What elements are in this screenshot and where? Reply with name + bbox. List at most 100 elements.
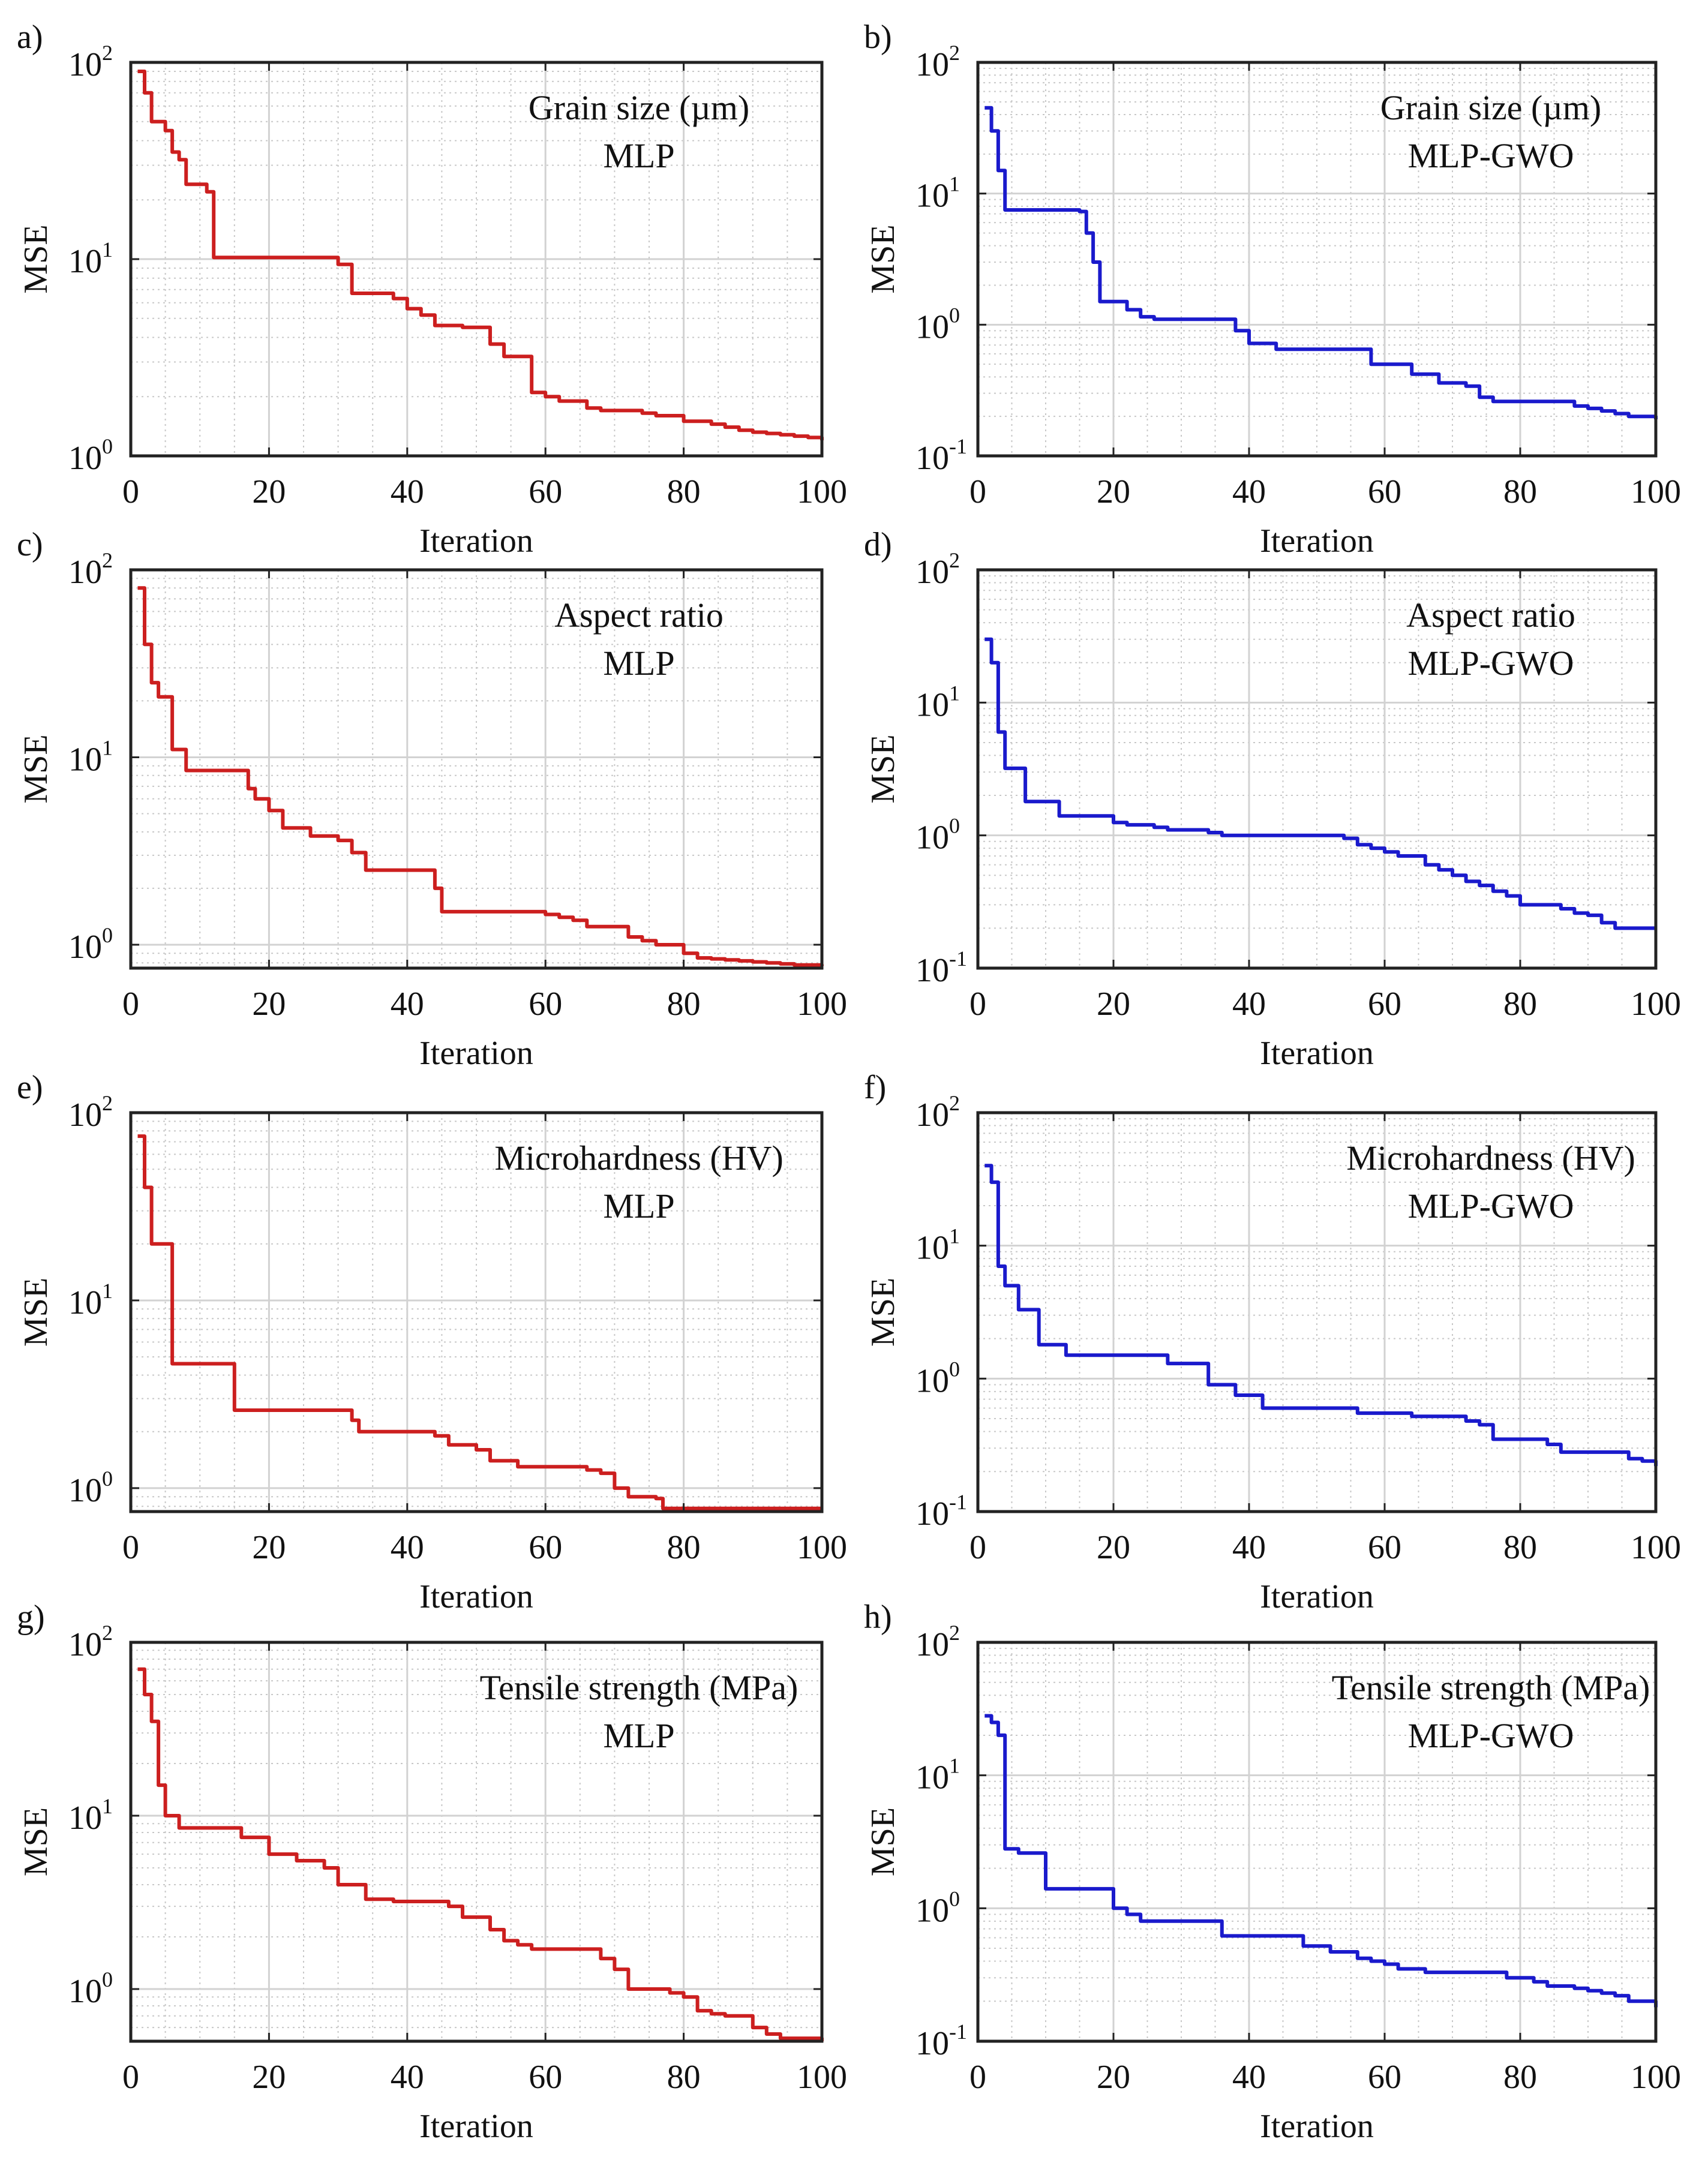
y-axis-title: MSE [864,1278,902,1347]
y-axis-title: MSE [17,1807,55,1876]
panel-label: c) [17,526,43,563]
chart-panel-g: 0 20 40 60 80 100 100 101 102 Iteration MSE g) Tensi… [17,1599,847,2145]
plot-frame [129,568,824,970]
annotation-model: MLP [603,644,674,683]
y-tick-label: 102 [915,1091,960,1134]
y-tick-label: 10-1 [915,1490,967,1533]
x-tick-label: 100 [1631,986,1681,1023]
plot-frame [129,1111,824,1513]
chart-panel-h: 0 20 40 60 80 100 10-1 100 101 102 Iteration MSE h) T… [864,1599,1681,2145]
y-tick-label: 100 [915,814,960,857]
x-tick-label: 20 [1097,473,1130,510]
y-tick-label: 101 [915,681,960,723]
x-tick-label: 100 [1631,1529,1681,1566]
chart-panel-e: 0 20 40 60 80 100 100 101 102 Iteration MSE e) Micro… [17,1069,847,1615]
plot-frame [976,1111,1658,1513]
x-tick-label: 80 [1503,1529,1537,1566]
y-axis-title: MSE [17,1278,55,1347]
x-tick-label: 80 [667,2059,701,2096]
x-tick-label: 80 [667,473,701,510]
annotation-title: Aspect ratio [1406,596,1575,635]
y-axis-title: MSE [864,1807,902,1876]
x-tick-label: 100 [1631,2059,1681,2096]
annotation-model: MLP-GWO [1407,1186,1574,1225]
x-tick-label: 40 [1232,986,1266,1023]
x-tick-label: 40 [391,2059,424,2096]
series-line-mlp-gwo [984,1164,1658,1467]
series-line-mlp [137,70,824,440]
y-tick-label: 101 [68,238,113,280]
x-tick-label: 40 [1232,1529,1266,1566]
annotation-model: MLP [603,1716,674,1755]
y-tick-label: 102 [915,1621,960,1663]
x-tick-label: 60 [1368,2059,1401,2096]
x-tick-label: 0 [969,1529,986,1566]
y-tick-label: 10-1 [915,434,967,477]
series-line-mlp-gwo [984,106,1658,419]
x-tick-label: 40 [391,986,424,1023]
y-tick-label: 102 [915,548,960,591]
y-tick-label: 10-1 [915,947,967,989]
x-tick-label: 0 [122,473,139,510]
y-tick-label: 102 [68,41,113,83]
panel-label: d) [864,526,892,563]
series-line-mlp [137,586,824,967]
x-tick-label: 100 [797,986,847,1023]
annotation-title: Aspect ratio [554,596,724,635]
x-tick-label: 20 [252,2059,286,2096]
x-tick-label: 100 [797,2059,847,2096]
y-tick-label: 100 [915,1357,960,1399]
x-tick-label: 40 [391,473,424,510]
y-axis-title: MSE [864,734,902,803]
x-tick-label: 80 [1503,986,1537,1023]
x-tick-label: 20 [1097,1529,1130,1566]
panel-label: a) [17,19,43,56]
annotation-model: MLP-GWO [1407,136,1574,175]
chart-panel-b: 0 20 40 60 80 100 10-1 100 101 102 Iteration MSE b) G… [864,19,1681,560]
x-tick-label: 60 [1368,473,1401,510]
x-tick-label: 0 [122,986,139,1023]
plot-frame [976,568,1658,970]
annotation-title: Grain size (µm) [1380,88,1601,127]
y-tick-label: 100 [68,434,113,477]
x-tick-label: 100 [797,473,847,510]
x-axis-title: Iteration [1260,1035,1374,1072]
y-tick-label: 100 [68,1967,113,2010]
chart-panel-a: 0 20 40 60 80 100 100 101 102 Iteration MSE a) Grain… [17,19,847,560]
y-tick-label: 101 [915,172,960,215]
x-tick-label: 20 [252,986,286,1023]
series-line-mlp-gwo [984,637,1656,930]
y-axis-title: MSE [17,734,55,803]
x-tick-label: 0 [122,2059,139,2096]
x-tick-label: 20 [1097,2059,1130,2096]
x-tick-label: 60 [529,1529,562,1566]
y-tick-label: 100 [68,1467,113,1509]
x-tick-label: 100 [1631,473,1681,510]
plot-frame [129,1641,824,2043]
y-tick-label: 100 [915,303,960,346]
x-axis-title: Iteration [419,1035,533,1072]
annotation-title: Tensile strength (MPa) [480,1668,799,1707]
panel-label: b) [864,19,892,56]
series-line-mlp-gwo [984,1714,1658,2008]
x-tick-label: 0 [969,986,986,1023]
x-tick-label: 60 [1368,986,1401,1023]
chart-panel-f: 0 20 40 60 80 100 10-1 100 101 102 Iteration MSE f) M… [864,1069,1681,1615]
y-tick-label: 102 [68,548,113,591]
panel-label: h) [864,1599,892,1636]
annotation-title: Grain size (µm) [529,88,749,127]
chart-panel-d: 0 20 40 60 80 100 10-1 100 101 102 Iteration MSE d) A… [864,526,1681,1072]
y-tick-label: 100 [68,923,113,966]
x-tick-label: 80 [1503,2059,1537,2096]
chart-panel-c: 0 20 40 60 80 100 100 101 102 Iteration MSE c) Aspec… [17,526,847,1072]
panel-label: f) [864,1069,886,1106]
x-tick-label: 60 [1368,1529,1401,1566]
x-tick-label: 20 [1097,986,1130,1023]
x-axis-title: Iteration [1260,1578,1374,1615]
y-tick-label: 101 [915,1224,960,1267]
x-tick-label: 80 [667,1529,701,1566]
x-tick-label: 80 [1503,473,1537,510]
y-tick-label: 101 [68,735,113,778]
y-axis-title: MSE [864,224,902,293]
panel-label: g) [17,1599,45,1636]
